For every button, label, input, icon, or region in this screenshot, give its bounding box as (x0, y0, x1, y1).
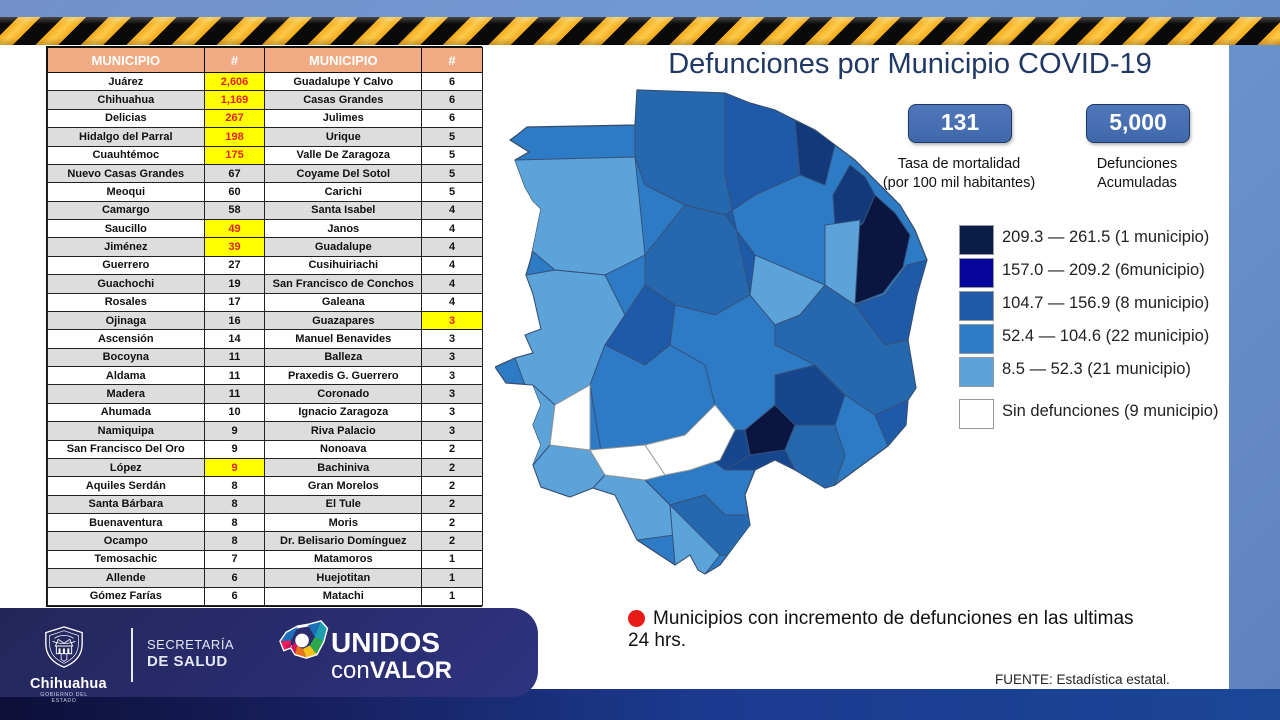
svg-text:UNIDOS: UNIDOS (331, 627, 440, 658)
svg-text:conVALOR: conVALOR (331, 657, 452, 684)
